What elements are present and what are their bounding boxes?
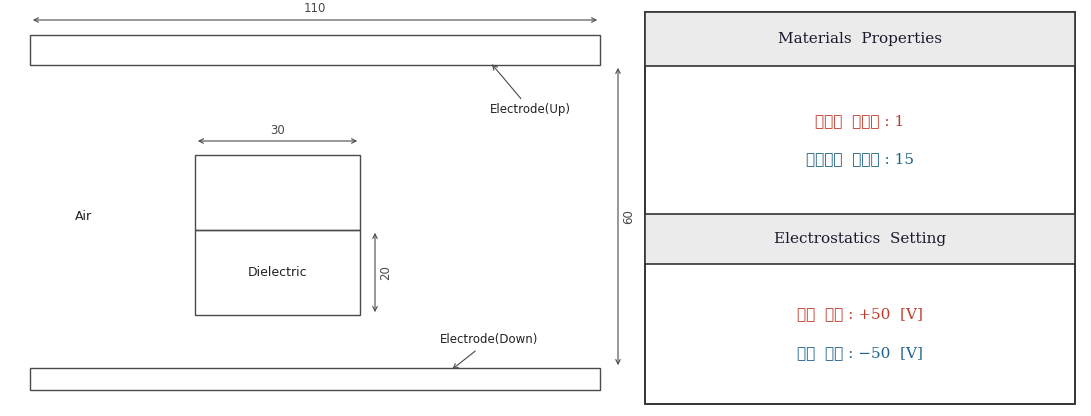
Bar	[195, 230, 360, 315]
Text: 유전체의  유전율 : 15: 유전체의 유전율 : 15	[806, 152, 914, 166]
Bar	[645, 12, 1075, 404]
Bar	[29, 368, 600, 390]
Text: 30: 30	[271, 124, 285, 137]
Text: 상단  전극 : +50  [V]: 상단 전극 : +50 [V]	[798, 307, 923, 322]
Bar	[645, 12, 1075, 66]
Text: 공기의  유전율 : 1: 공기의 유전율 : 1	[815, 114, 904, 128]
Bar	[645, 214, 1075, 264]
Text: 20: 20	[379, 265, 392, 280]
Text: Electrostatics  Setting: Electrostatics Setting	[774, 232, 946, 246]
Text: 60: 60	[622, 209, 635, 224]
Text: Dielectric: Dielectric	[248, 266, 308, 279]
Bar	[29, 35, 600, 65]
Text: Materials  Properties: Materials Properties	[778, 32, 942, 46]
Text: 110: 110	[303, 2, 326, 15]
Text: Electrode(Down): Electrode(Down)	[440, 334, 538, 369]
Text: Electrode(Up): Electrode(Up)	[490, 65, 571, 116]
Text: 하단  전극 : −50  [V]: 하단 전극 : −50 [V]	[798, 347, 923, 361]
Bar	[645, 12, 1075, 404]
Bar	[195, 155, 360, 230]
Text: Air: Air	[75, 210, 92, 223]
